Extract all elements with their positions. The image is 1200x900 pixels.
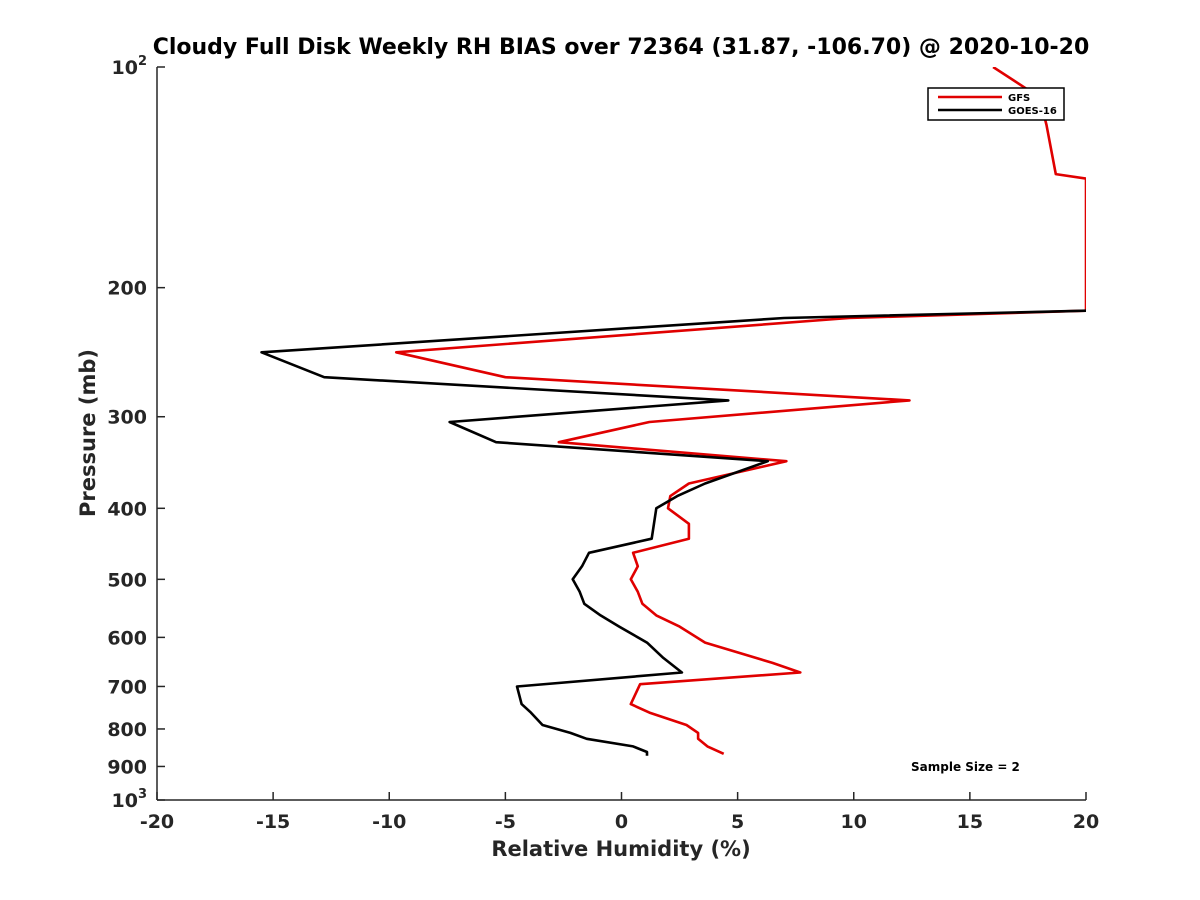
y-tick-label: 200 xyxy=(107,278,147,300)
x-tick-label: 15 xyxy=(957,811,983,833)
legend-box xyxy=(927,87,1065,121)
legend: GFS GOES-16 xyxy=(927,87,1065,121)
y-tick-label: 102 xyxy=(112,54,148,79)
series-line-gfs xyxy=(394,67,1086,755)
x-tick-label: -15 xyxy=(256,811,290,833)
x-tick-label: 0 xyxy=(615,811,628,833)
y-tick-label: 500 xyxy=(107,569,147,591)
legend-label-goes-16: GOES-16 xyxy=(1008,106,1057,117)
x-tick-label: -10 xyxy=(372,811,406,833)
y-tick-label: 103 xyxy=(112,787,148,812)
axis-ticks: -20 -15 -10 -5 0 5 10 15 20 102 200 300 400 500 600 700… xyxy=(107,54,1099,833)
x-tick-label: 5 xyxy=(731,811,744,833)
y-axis-label: Pressure (mb) xyxy=(76,349,100,517)
x-tick-label: -5 xyxy=(495,811,516,833)
x-tick-label: 20 xyxy=(1073,811,1099,833)
series-line-goes-16 xyxy=(260,309,1086,756)
y-tick-label: 300 xyxy=(107,407,147,429)
y-tick-label: 600 xyxy=(107,627,147,649)
x-tick-label: -20 xyxy=(140,811,174,833)
y-tick-label: 700 xyxy=(107,676,147,698)
x-tick-label: 10 xyxy=(841,811,867,833)
y-tick-label: 800 xyxy=(107,719,147,741)
series-layer xyxy=(260,67,1086,756)
sample-size-annotation: Sample Size = 2 xyxy=(911,760,1020,774)
x-axis-label: Relative Humidity (%) xyxy=(491,837,750,861)
y-tick-label: 400 xyxy=(107,498,147,520)
chart-title: Cloudy Full Disk Weekly RH BIAS over 723… xyxy=(153,35,1090,60)
y-tick-label: 900 xyxy=(107,756,147,778)
legend-label-gfs: GFS xyxy=(1008,93,1030,104)
